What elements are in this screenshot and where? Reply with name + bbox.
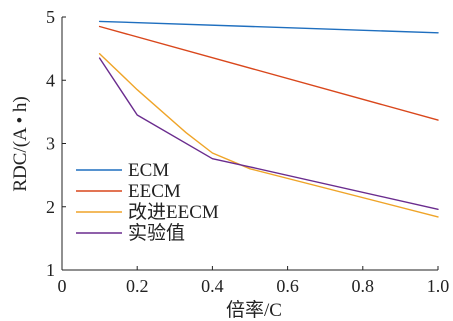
y-tick-label: 4 bbox=[46, 70, 55, 90]
y-tick-label: 5 bbox=[46, 7, 55, 27]
x-tick-label: 0.6 bbox=[276, 276, 299, 296]
series-line-3 bbox=[98, 53, 439, 218]
series-line-2 bbox=[98, 25, 439, 121]
y-axis-label: RDC/(A • h) bbox=[10, 96, 31, 191]
y-tick-label: 2 bbox=[46, 197, 55, 217]
x-tick-label: 0.4 bbox=[201, 276, 224, 296]
x-tick-label: 1.0 bbox=[427, 276, 450, 296]
x-axis-label: 倍率/C bbox=[226, 299, 282, 321]
x-tick-label: 0 bbox=[58, 276, 67, 296]
y-tick-label: 1 bbox=[46, 260, 55, 280]
axes-group: 0 0.2 0.4 0.6 0.8 1.0 1 2 3 4 5 bbox=[46, 7, 449, 296]
series-line-4 bbox=[98, 57, 439, 211]
legend-label: EECM bbox=[128, 181, 181, 202]
series-line-1 bbox=[98, 20, 439, 34]
series-layer bbox=[98, 20, 439, 218]
x-tick-label: 0.2 bbox=[126, 276, 149, 296]
legend-label: ECM bbox=[128, 160, 169, 181]
legend-label: 实验值 bbox=[128, 222, 185, 244]
legend-label: 改进EECM bbox=[128, 201, 219, 223]
y-tick-label: 3 bbox=[46, 134, 55, 154]
x-tick-label: 0.8 bbox=[352, 276, 375, 296]
